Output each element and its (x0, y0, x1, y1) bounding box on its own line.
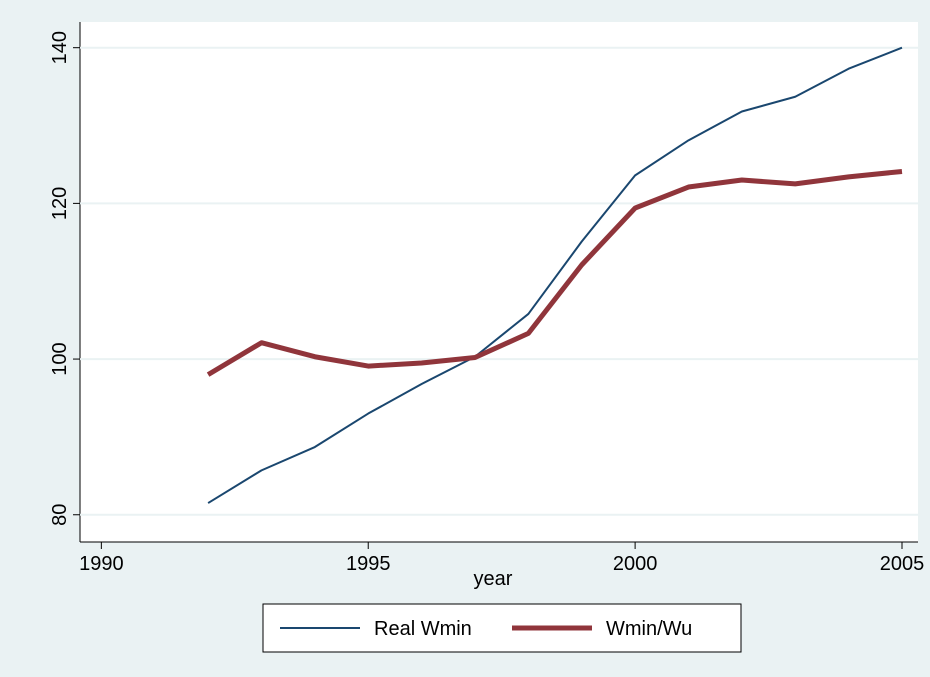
y-tick-label: 140 (49, 31, 71, 64)
legend-label: Wmin/Wu (606, 618, 692, 640)
y-tick-label: 80 (49, 504, 71, 526)
x-tick-label: 2000 (613, 553, 658, 575)
y-tick-label: 100 (49, 342, 71, 375)
plot-area (80, 22, 918, 542)
x-tick-label: 1990 (79, 553, 124, 575)
legend-label: Real Wmin (374, 618, 472, 640)
line-series (207, 46, 903, 504)
x-tick-label: 1995 (346, 553, 391, 575)
x-axis-label: year (474, 568, 513, 590)
line-series (206, 168, 903, 377)
y-tick-label: 120 (49, 187, 71, 220)
x-tick-label: 2005 (880, 553, 925, 575)
